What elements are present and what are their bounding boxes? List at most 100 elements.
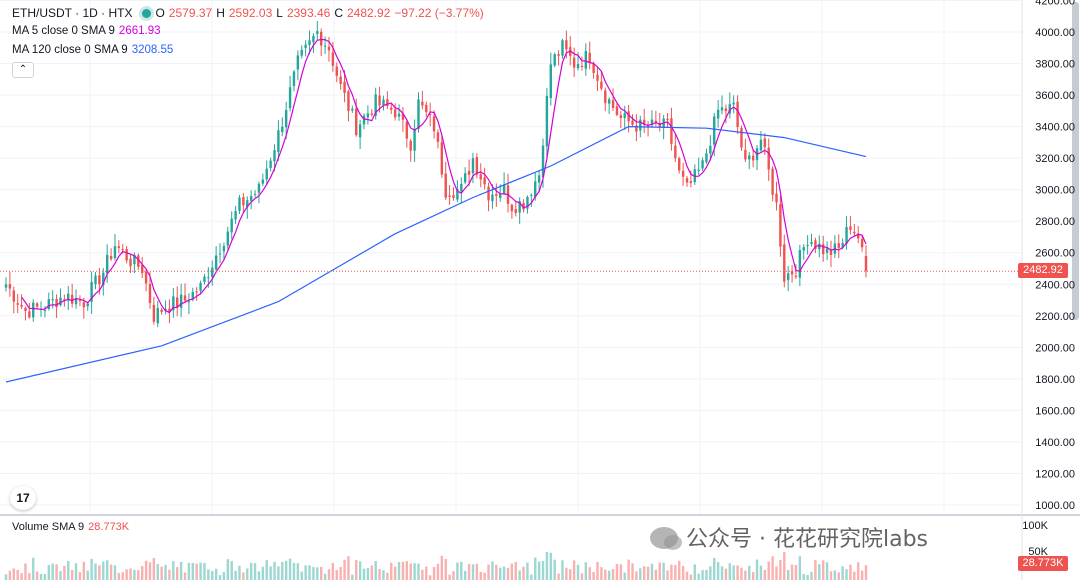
volume-bar	[187, 562, 191, 580]
candle-body	[144, 271, 148, 284]
candle-body	[296, 55, 300, 70]
volume-bar	[413, 563, 416, 580]
candle-body	[417, 99, 420, 129]
candle-body	[257, 183, 261, 193]
candle-body	[47, 299, 51, 309]
volume-bar	[810, 571, 813, 580]
volume-value: 28.773K	[88, 521, 130, 533]
candle-body	[323, 45, 327, 47]
volume-label: Volume SMA 9	[12, 521, 85, 533]
candle-body	[51, 299, 54, 301]
volume-bar	[59, 571, 62, 580]
volume-bar	[604, 569, 607, 580]
candle-body	[740, 127, 743, 148]
volume-bar	[483, 572, 486, 580]
candle-body	[78, 300, 82, 302]
volume-bar	[487, 564, 490, 580]
collapse-legend-button[interactable]: ⌃	[12, 62, 34, 78]
candle-body	[759, 139, 763, 151]
volume-bar	[362, 568, 366, 580]
ma120-legend[interactable]: MA 120 close 0 SMA 9 3208.55	[12, 44, 177, 56]
volume-tick-label: 50K	[1028, 546, 1048, 558]
candle-body	[456, 189, 459, 200]
volume-bar	[849, 564, 852, 580]
volume-bar	[296, 563, 300, 580]
candle-body	[604, 90, 607, 104]
volume-bar	[339, 566, 342, 580]
volume-bar	[685, 571, 689, 580]
candle-body	[779, 204, 782, 247]
candle-body	[179, 294, 183, 308]
candle-body	[436, 132, 440, 142]
volume-bar	[47, 564, 51, 580]
volume-bar	[689, 574, 693, 580]
candle-body	[125, 249, 128, 261]
candle-body	[666, 118, 669, 120]
ma120-line	[5, 126, 867, 383]
change-value: −97.22 (−3.77%)	[394, 6, 484, 20]
volume-bar	[319, 566, 323, 580]
volume-bar	[214, 568, 218, 580]
candle-body	[709, 145, 712, 154]
volume-bar	[125, 569, 128, 580]
volume-bar	[55, 564, 58, 580]
candle-body	[600, 81, 603, 89]
candle-body	[222, 246, 226, 252]
candle-body	[253, 193, 257, 195]
volume-bar	[401, 561, 405, 580]
volume-bar	[783, 552, 786, 580]
candle-body	[187, 301, 191, 303]
volume-bar	[584, 562, 588, 580]
candle-body	[117, 246, 121, 248]
volume-bar	[351, 574, 354, 580]
volume-bar	[779, 560, 782, 580]
candle-body	[697, 169, 700, 171]
price-tick-label: 1200.00	[1035, 468, 1075, 480]
candle-body	[471, 158, 475, 174]
price-tick-label: 2400.00	[1035, 279, 1075, 291]
volume-bar	[635, 571, 638, 580]
candle-body	[674, 145, 677, 159]
candle-body	[460, 183, 463, 192]
volume-bar	[853, 571, 856, 580]
candle-body	[853, 231, 856, 234]
volume-bar	[222, 572, 226, 580]
candle-body	[405, 121, 409, 139]
ma5-legend[interactable]: MA 5 close 0 SMA 9 2661.93	[12, 25, 165, 37]
tradingview-logo[interactable]: 17	[10, 486, 36, 510]
candle-body	[631, 120, 634, 125]
candle-body	[806, 245, 809, 247]
candle-body	[343, 81, 346, 93]
volume-bar	[35, 571, 39, 580]
candle-body	[736, 101, 739, 128]
candle-body	[802, 247, 805, 251]
candle-body	[790, 271, 794, 275]
volume-bar	[569, 569, 572, 580]
candle-body	[483, 177, 486, 185]
volume-bar	[549, 552, 553, 580]
volume-bar	[28, 573, 31, 580]
symbol-label[interactable]: ETH/USDT · 1D · HTX	[12, 6, 133, 20]
volume-bar	[226, 559, 230, 580]
volume-bar	[716, 562, 720, 580]
candle-body	[514, 209, 517, 214]
volume-bar	[86, 570, 89, 580]
volume-bar	[425, 566, 428, 580]
volume-bar	[775, 566, 778, 580]
candle-body	[370, 113, 373, 115]
volume-bar	[327, 569, 331, 580]
price-tick-label: 3800.00	[1035, 59, 1075, 71]
candle-body	[28, 311, 31, 318]
volume-bar	[74, 563, 78, 580]
candle-body	[113, 246, 117, 259]
volume-bar	[767, 561, 770, 580]
volume-legend[interactable]: Volume SMA 9 28.773K	[12, 521, 133, 533]
volume-bar	[51, 563, 54, 580]
volume-bar	[825, 562, 829, 580]
candle-body	[8, 284, 12, 289]
candle-body	[425, 104, 428, 112]
volume-bar	[759, 565, 763, 580]
candle-body	[148, 283, 152, 303]
volume-bar	[238, 565, 241, 580]
